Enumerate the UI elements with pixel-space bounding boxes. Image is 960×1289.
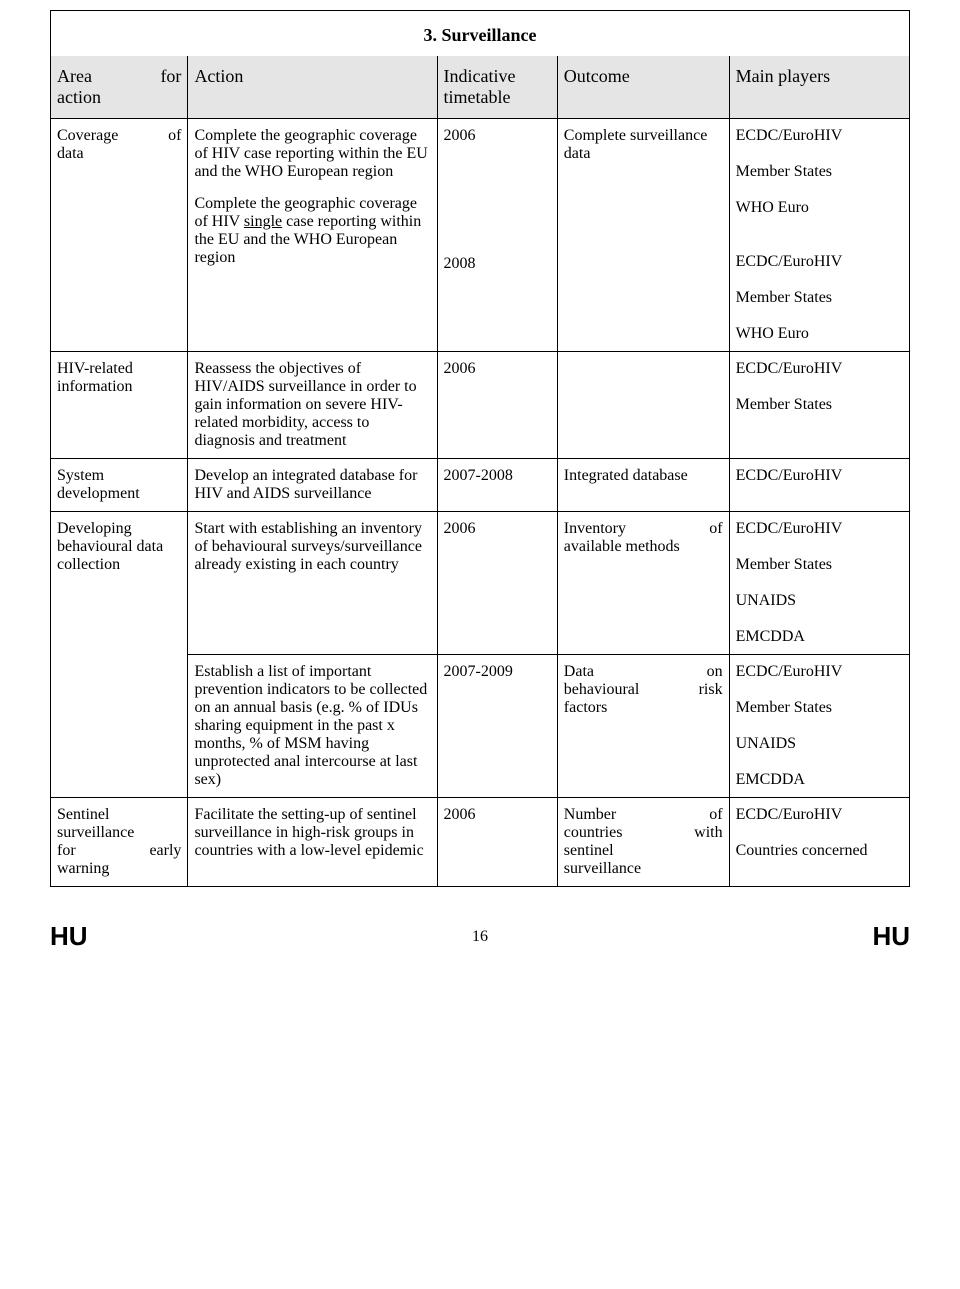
row3-time: 2007-2008 bbox=[437, 459, 557, 512]
page-footer: HU 16 HU bbox=[50, 921, 910, 952]
row1-outcome: Complete surveillance data bbox=[557, 119, 729, 352]
footer-left: HU bbox=[50, 921, 88, 952]
row3-area: System development bbox=[51, 459, 188, 512]
row2-outcome bbox=[557, 352, 729, 459]
row2-players: ECDC/EuroHIV Member States bbox=[729, 352, 909, 459]
footer-page-number: 16 bbox=[472, 928, 488, 946]
row5-players: ECDC/EuroHIV Member States UNAIDS EMCDDA bbox=[729, 655, 909, 798]
header-area: Area for action bbox=[51, 56, 188, 119]
header-action: Action bbox=[188, 56, 437, 119]
row6-action: Facilitate the setting-up of sentinel su… bbox=[188, 798, 437, 887]
header-area-word2: for bbox=[160, 66, 181, 87]
row5-action: Establish a list of important prevention… bbox=[188, 655, 437, 798]
row2-area: HIV-related information bbox=[51, 352, 188, 459]
row2-action: Reassess the objectives of HIV/AIDS surv… bbox=[188, 352, 437, 459]
surveillance-table: 3. Surveillance Area for action Action I… bbox=[50, 10, 910, 887]
row6-time: 2006 bbox=[437, 798, 557, 887]
row6-outcome: Number of countries with sentinel survei… bbox=[557, 798, 729, 887]
row5-area bbox=[51, 655, 188, 798]
header-area-word1: Area bbox=[57, 66, 92, 87]
row1-players: ECDC/EuroHIV Member States WHO Euro ECDC… bbox=[729, 119, 909, 352]
row3-outcome: Integrated database bbox=[557, 459, 729, 512]
row2-time: 2006 bbox=[437, 352, 557, 459]
section-title: 3. Surveillance bbox=[51, 11, 910, 57]
row1-action: Complete the geographic coverage of HIV … bbox=[188, 119, 437, 352]
footer-right: HU bbox=[872, 921, 910, 952]
row1-area: Coverageof data bbox=[51, 119, 188, 352]
header-players: Main players bbox=[729, 56, 909, 119]
row4-area: Developing behavioural data collection bbox=[51, 512, 188, 655]
row4-time: 2006 bbox=[437, 512, 557, 655]
row3-players: ECDC/EuroHIV bbox=[729, 459, 909, 512]
row5-time: 2007-2009 bbox=[437, 655, 557, 798]
header-outcome: Outcome bbox=[557, 56, 729, 119]
row5-outcome: Data on behavioural risk factors bbox=[557, 655, 729, 798]
row4-players: ECDC/EuroHIV Member States UNAIDS EMCDDA bbox=[729, 512, 909, 655]
row4-outcome: Inventory of available methods bbox=[557, 512, 729, 655]
row1-action-part2: Complete the geographic coverage of HIV … bbox=[194, 195, 430, 267]
row3-action: Develop an integrated database for HIV a… bbox=[188, 459, 437, 512]
header-area-word3: action bbox=[57, 87, 181, 108]
row6-players: ECDC/EuroHIV Countries concerned bbox=[729, 798, 909, 887]
row4-action: Start with establishing an inventory of … bbox=[188, 512, 437, 655]
row1-time: 2006 2008 bbox=[437, 119, 557, 352]
row6-area: Sentinel surveillance for early warning bbox=[51, 798, 188, 887]
header-timetable: Indicativetimetable bbox=[437, 56, 557, 119]
